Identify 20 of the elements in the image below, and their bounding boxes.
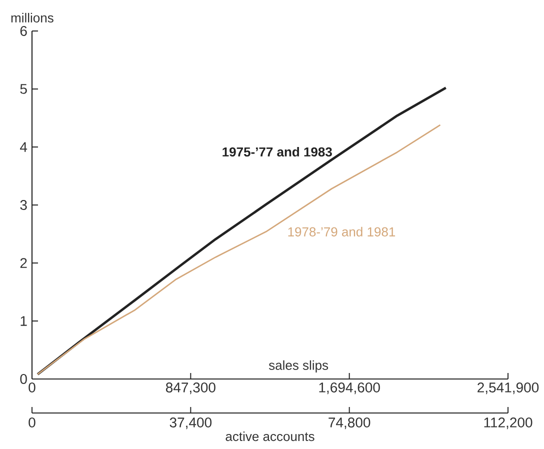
x2-tick-label: 0 bbox=[28, 418, 36, 428]
y-tick-label: 2 bbox=[20, 258, 27, 268]
x-tick-label: 847,300 bbox=[166, 382, 216, 394]
x-tick-label: 0 bbox=[28, 382, 36, 392]
x2-tick-label: 112,200 bbox=[484, 418, 532, 430]
y-tick-label: 0 bbox=[20, 374, 27, 384]
x2-axis-title: active accounts bbox=[226, 432, 314, 442]
y-tick-label: 1 bbox=[20, 316, 27, 326]
x-axis-title: sales slips bbox=[268, 360, 328, 372]
y-tick-label: 3 bbox=[20, 200, 27, 210]
y-tick-label: 4 bbox=[20, 142, 28, 152]
x-tick-label: 2,541,900 bbox=[478, 382, 539, 394]
x-tick-label: 1,694,600 bbox=[319, 382, 380, 394]
series-label: 1978-’79 and 1981 bbox=[288, 226, 396, 236]
x2-tick-label: 37,400 bbox=[170, 418, 212, 430]
series-label: 1975-’77 and 1983 bbox=[222, 146, 332, 157]
x2-tick-label: 74,800 bbox=[328, 418, 370, 430]
y-tick-label: 5 bbox=[20, 84, 27, 94]
y-axis-title: millions bbox=[11, 12, 54, 22]
y-tick-label: 6 bbox=[20, 26, 27, 36]
